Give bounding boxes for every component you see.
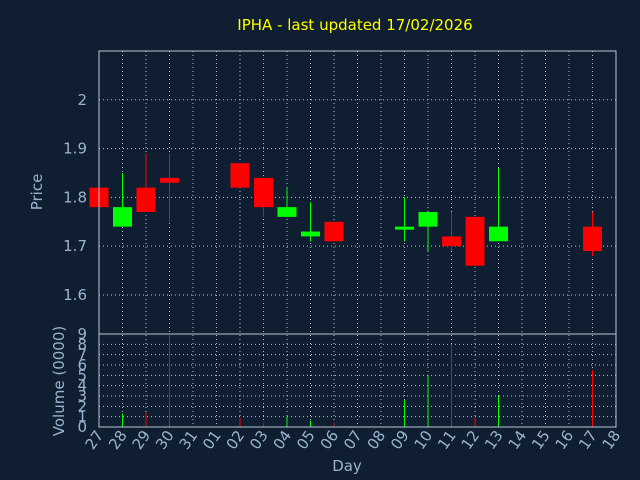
- volume-tick-label: 2: [77, 397, 87, 415]
- candle-body: [230, 163, 250, 188]
- candle-body: [113, 207, 132, 227]
- candle-body: [301, 231, 320, 237]
- volume-tick-label: 6: [77, 356, 87, 374]
- x-tick-label: 14: [505, 427, 531, 453]
- price-axis-label: Price: [28, 174, 46, 211]
- x-tick-label: 15: [528, 427, 554, 453]
- x-tick-label: 18: [599, 427, 625, 453]
- x-tick-label: 10: [411, 427, 437, 453]
- volume-bars: [98, 335, 593, 427]
- x-tick-label: 30: [152, 427, 178, 453]
- volume-tick-label: 7: [77, 346, 87, 364]
- x-tick-label: 05: [293, 427, 319, 453]
- x-tick-label: 28: [105, 427, 131, 453]
- candle-body: [442, 236, 461, 247]
- price-tick-label: 1.6: [63, 286, 87, 304]
- x-tick-label: 08: [364, 427, 390, 453]
- volume-panel-frame: [98, 333, 617, 428]
- chart-title: IPHA - last updated 17/02/2026: [237, 16, 472, 34]
- x-tick-label: 29: [129, 427, 155, 453]
- x-tick-label: 11: [434, 427, 460, 453]
- candle-body: [465, 216, 485, 266]
- x-tick-label: 16: [552, 427, 578, 453]
- candles: [89, 153, 602, 266]
- volume-tick-label: 4: [77, 377, 87, 395]
- candle-body: [395, 226, 414, 230]
- candle-body: [324, 221, 344, 242]
- volume-tick-label: 3: [77, 387, 87, 405]
- x-tick-label: 07: [340, 427, 366, 453]
- volume-tick-label: 8: [77, 335, 87, 353]
- candle-body: [583, 226, 602, 252]
- price-tick-label: 2: [77, 91, 87, 109]
- volume-tick-label: 5: [77, 366, 87, 384]
- x-tick-label: 12: [458, 427, 484, 453]
- x-axis-label: Day: [332, 457, 362, 475]
- x-tick-label: 09: [387, 427, 413, 453]
- x-tick-label: 13: [481, 427, 507, 453]
- x-tick-label: 01: [199, 427, 225, 453]
- x-tick-label: 17: [575, 427, 601, 453]
- candle-body: [489, 226, 508, 242]
- price-tick-label: 1.7: [63, 237, 87, 255]
- volume-axis-label: Volume (0000): [50, 326, 68, 436]
- volume-tick-label: 1: [77, 408, 87, 426]
- volume-tick-label: 0: [77, 418, 87, 436]
- x-tick-label: 04: [270, 427, 296, 453]
- x-tick-label: 03: [246, 427, 272, 453]
- candle-body: [160, 177, 179, 183]
- volume-tick-label: 9: [77, 325, 87, 343]
- x-tick-label: 31: [176, 427, 202, 453]
- x-tick-label: 06: [317, 427, 343, 453]
- price-tick-label: 1.8: [63, 188, 87, 206]
- price-tick-label: 1.9: [63, 140, 87, 158]
- candle-body: [277, 207, 297, 217]
- grid-layer: [98, 51, 617, 428]
- x-tick-label: 02: [223, 427, 249, 453]
- candle-body: [136, 187, 156, 213]
- candle-body: [418, 212, 438, 227]
- tick-labels: 2728293031010203040506070809101112131415…: [63, 91, 624, 453]
- candle-body: [254, 177, 273, 208]
